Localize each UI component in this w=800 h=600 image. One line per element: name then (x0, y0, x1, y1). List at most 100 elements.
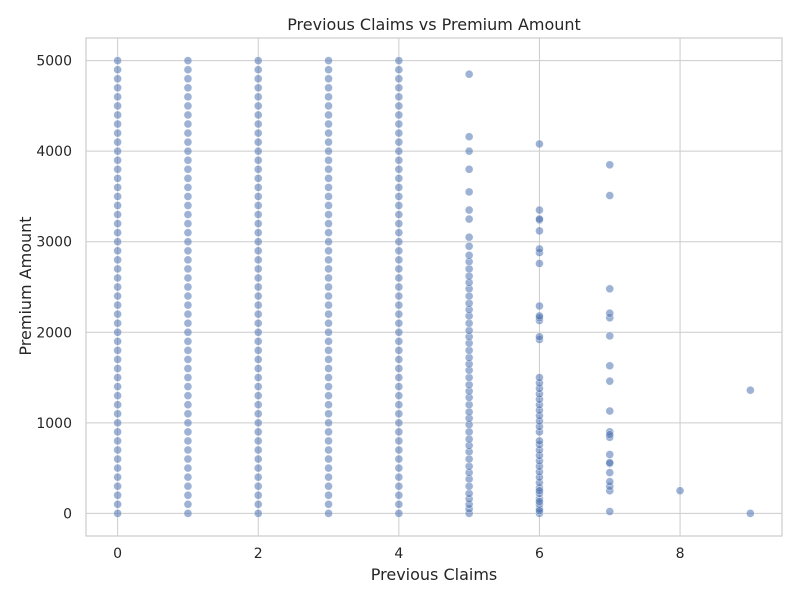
y-tick-labels: 0 1000 2000 3000 4000 5000 (36, 54, 72, 523)
x-tick-label: 8 (676, 546, 685, 562)
data-point (324, 264, 333, 274)
data-point (183, 183, 193, 192)
data-point (183, 291, 193, 301)
data-point (324, 355, 333, 364)
data-point (113, 481, 122, 491)
data-point (183, 463, 193, 473)
data-point (394, 400, 404, 410)
data-point (324, 65, 333, 74)
data-point (324, 472, 333, 482)
data-point (394, 237, 404, 247)
data-point (113, 83, 122, 93)
data-point (394, 463, 404, 473)
data-point (324, 255, 333, 265)
data-point (394, 119, 404, 129)
data-point (253, 174, 263, 183)
data-point (253, 264, 263, 274)
data-point (394, 146, 404, 156)
data-point (113, 436, 122, 446)
data-point (183, 472, 193, 482)
data-point (113, 183, 122, 192)
data-point (253, 500, 263, 509)
data-point (113, 300, 122, 310)
data-point (605, 308, 615, 318)
data-point (605, 160, 615, 170)
data-point (464, 353, 474, 362)
data-point (183, 300, 193, 310)
data-point (253, 355, 263, 364)
data-point (324, 146, 333, 156)
data-point (394, 137, 404, 147)
data-point (394, 192, 404, 201)
data-point (394, 282, 404, 292)
data-point (183, 481, 193, 491)
data-point (394, 418, 404, 428)
data-point (394, 327, 404, 337)
data-point (324, 400, 333, 410)
data-point (394, 500, 404, 509)
data-point (253, 183, 263, 192)
data-point (394, 364, 404, 373)
data-point (324, 110, 333, 120)
data-point (183, 346, 193, 355)
data-point (183, 318, 193, 328)
data-point (253, 83, 263, 93)
data-point (605, 477, 615, 486)
data-point (464, 251, 474, 260)
data-point (183, 454, 193, 464)
data-point (324, 128, 333, 138)
data-point (605, 406, 615, 416)
data-point (113, 291, 122, 301)
data-point (394, 56, 404, 65)
data-point (324, 92, 333, 102)
data-point (183, 382, 193, 391)
data-point (253, 454, 263, 464)
data-point (183, 409, 193, 419)
data-point (253, 282, 263, 292)
data-point (324, 427, 333, 437)
data-point (394, 391, 404, 400)
data-point (394, 128, 404, 138)
data-point (394, 155, 404, 165)
data-point (464, 461, 474, 471)
data-point (113, 427, 122, 437)
data-point (253, 255, 263, 265)
data-point (253, 101, 263, 111)
data-point (183, 337, 193, 346)
data-point (253, 300, 263, 310)
data-point (535, 311, 544, 321)
data-point (394, 164, 404, 174)
x-tick-labels: 0 2 4 6 8 (113, 546, 684, 562)
data-point (253, 409, 263, 419)
data-point (605, 507, 615, 516)
data-point (113, 409, 122, 419)
data-point (183, 255, 193, 265)
data-point (253, 337, 263, 346)
data-point (324, 454, 333, 464)
data-point (324, 337, 333, 346)
data-point (183, 110, 193, 120)
data-point (535, 139, 544, 149)
data-point (113, 373, 122, 382)
data-point (253, 128, 263, 138)
data-point (253, 391, 263, 400)
data-point (113, 337, 122, 346)
data-point (253, 137, 263, 147)
data-point (183, 56, 193, 65)
data-point (464, 346, 474, 355)
data-point (605, 284, 615, 294)
data-point (394, 318, 404, 328)
data-point (324, 101, 333, 111)
data-point (324, 192, 333, 201)
data-point (394, 201, 404, 210)
data-point (324, 509, 333, 518)
x-tick-label: 0 (113, 546, 122, 562)
data-point (113, 490, 122, 500)
data-point (394, 83, 404, 93)
data-point (324, 463, 333, 473)
data-point (183, 400, 193, 410)
data-point (113, 74, 122, 84)
data-point (324, 445, 333, 455)
data-point (535, 244, 544, 254)
data-point (183, 74, 193, 84)
